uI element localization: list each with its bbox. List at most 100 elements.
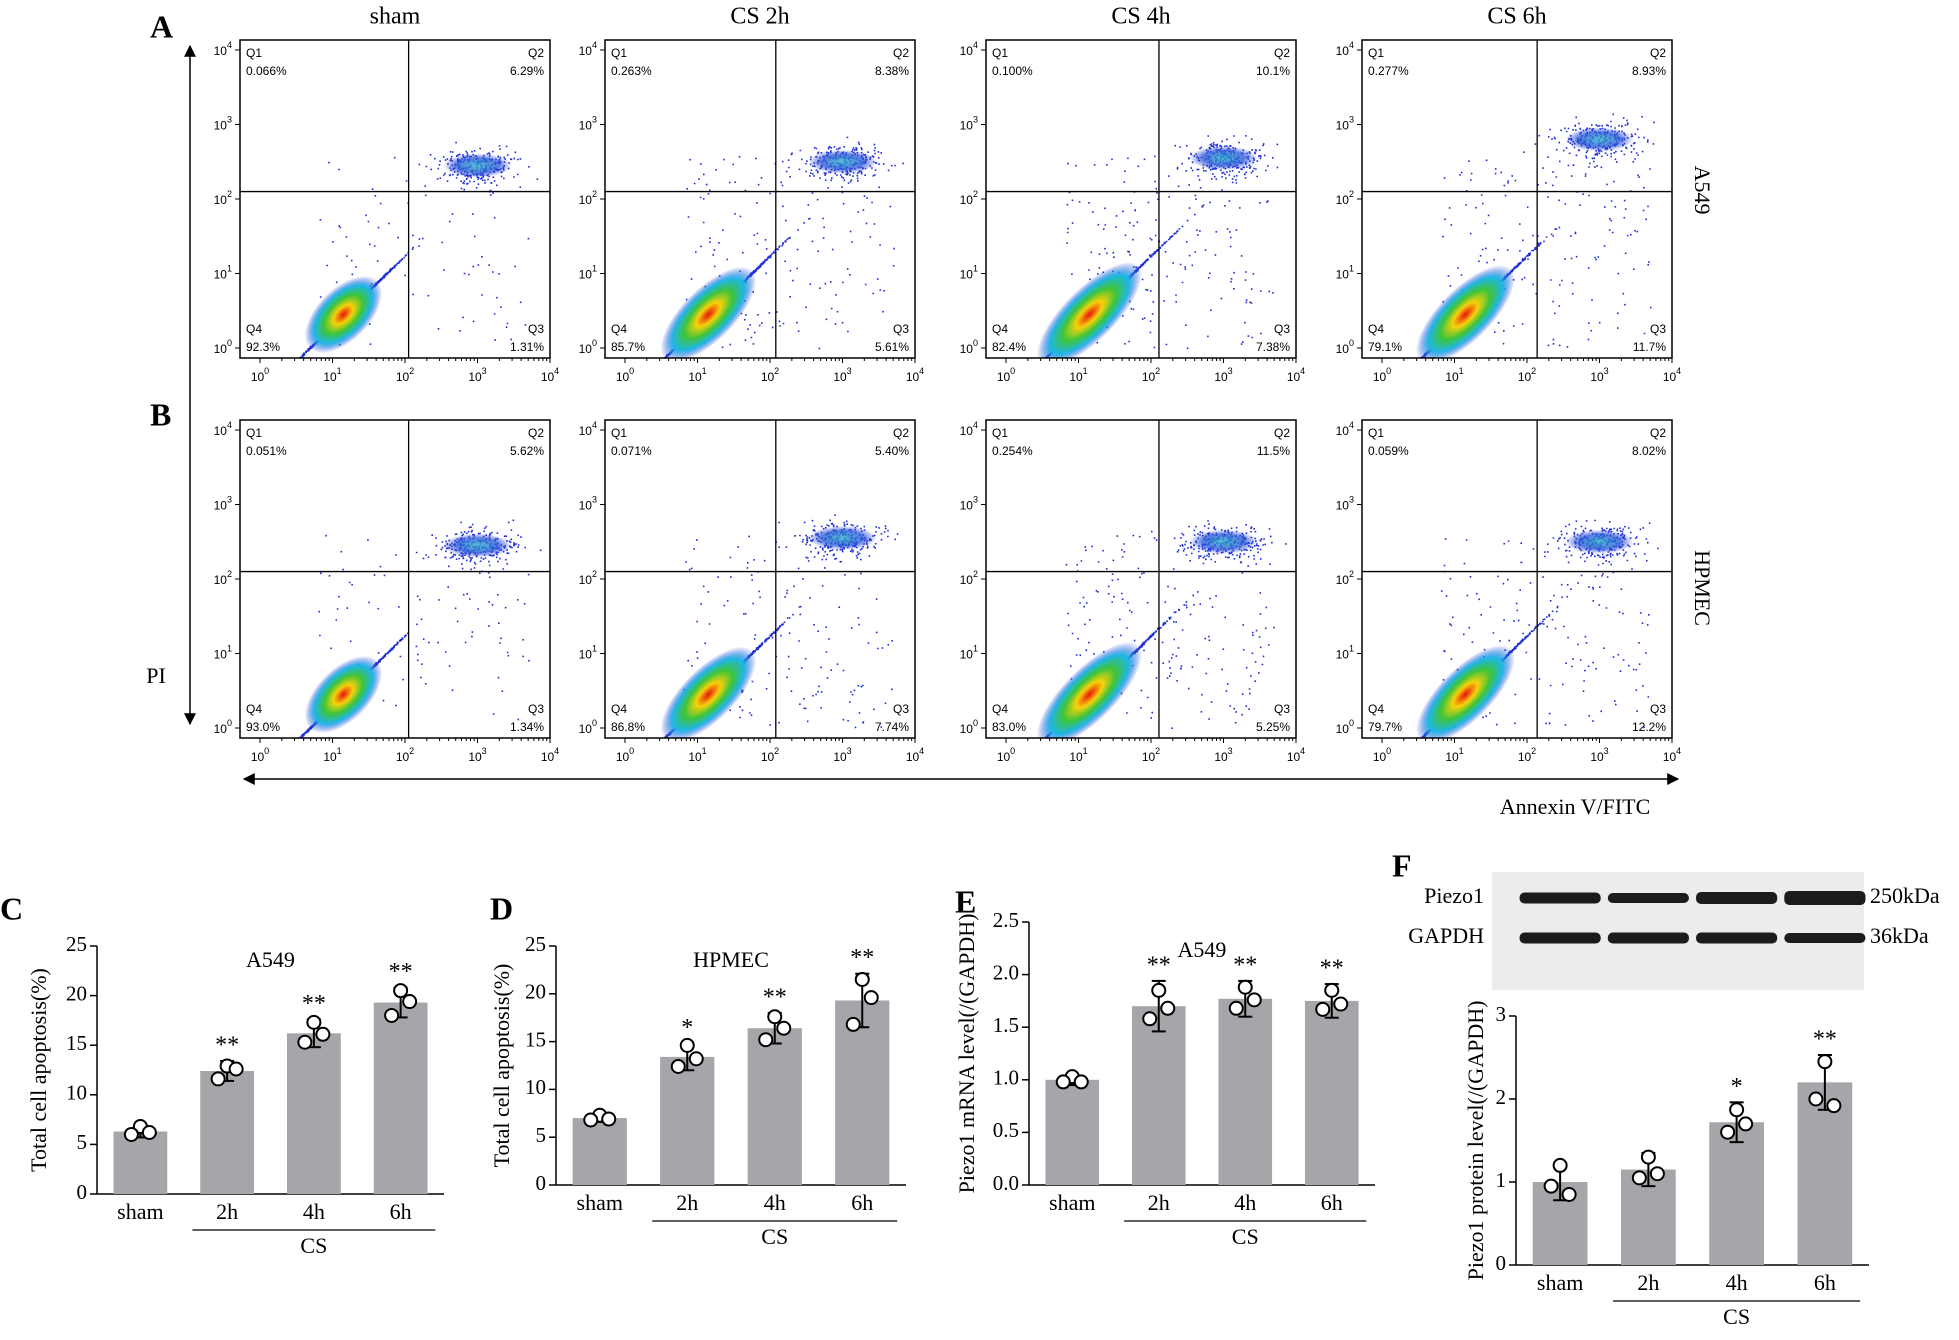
y-tick-label: 102 bbox=[579, 189, 597, 207]
tick-base: 10 bbox=[906, 750, 920, 764]
quadrant-name: Q2 bbox=[893, 46, 909, 60]
x-tick-label: 100 bbox=[251, 746, 269, 764]
tick-exponent: 1 bbox=[1083, 366, 1088, 376]
plot-frame bbox=[1361, 419, 1673, 739]
data-point bbox=[228, 1061, 244, 1077]
bar bbox=[113, 1131, 168, 1194]
y-tick-label: 102 bbox=[579, 569, 597, 587]
tick-exponent: 3 bbox=[1228, 366, 1233, 376]
density-cluster bbox=[808, 526, 877, 551]
row-label: A549 bbox=[1690, 166, 1715, 215]
y-tick-label: 0 bbox=[536, 1171, 547, 1195]
density-cluster bbox=[443, 153, 512, 178]
x-tick-label: 100 bbox=[997, 746, 1015, 764]
data-point bbox=[1808, 1091, 1824, 1107]
tick-exponent: 2 bbox=[409, 746, 414, 756]
tick-base: 10 bbox=[688, 750, 702, 764]
x-tick-label: 104 bbox=[1287, 746, 1305, 764]
tick-exponent: 4 bbox=[919, 366, 924, 376]
tick-exponent: 0 bbox=[1349, 338, 1354, 348]
data-point bbox=[1237, 979, 1253, 995]
y-tick-label: 103 bbox=[214, 115, 232, 133]
y-tick-label: 101 bbox=[960, 644, 978, 662]
tick-exponent: 2 bbox=[1349, 189, 1354, 199]
tick-base: 10 bbox=[1336, 722, 1350, 736]
blot-band bbox=[1607, 932, 1689, 944]
quadrant-value: 6.29% bbox=[510, 64, 544, 78]
y-tick-label: 100 bbox=[1336, 338, 1354, 356]
tick-base: 10 bbox=[1373, 750, 1387, 764]
x-tick-label: 102 bbox=[396, 366, 414, 384]
data-point bbox=[402, 994, 418, 1010]
x-tick-label: 4h bbox=[303, 1199, 325, 1224]
tick-exponent: 0 bbox=[1386, 746, 1391, 756]
tick-exponent: 1 bbox=[702, 366, 707, 376]
tick-exponent: 3 bbox=[973, 115, 978, 125]
tick-base: 10 bbox=[960, 193, 974, 207]
y-tick-label: 2 bbox=[1496, 1085, 1507, 1109]
data-point bbox=[210, 1071, 226, 1087]
data-point bbox=[141, 1124, 157, 1140]
tick-base: 10 bbox=[1336, 499, 1350, 513]
y-tick-label: 0.5 bbox=[993, 1118, 1019, 1142]
x-tick-label: 6h bbox=[851, 1190, 873, 1215]
x-tick-label: 104 bbox=[541, 746, 559, 764]
quadrant-value: 0.051% bbox=[246, 444, 287, 458]
quadrant-value: 79.1% bbox=[1368, 340, 1402, 354]
quadrant-name: Q1 bbox=[1368, 426, 1384, 440]
y-tick-label: 100 bbox=[1336, 718, 1354, 736]
quadrant-name: Q2 bbox=[528, 426, 544, 440]
x-tick-label: 103 bbox=[1214, 366, 1232, 384]
tick-base: 10 bbox=[1069, 370, 1083, 384]
quadrant-name: Q1 bbox=[1368, 46, 1384, 60]
x-tick-label: 102 bbox=[1518, 746, 1536, 764]
quadrant-value: 7.38% bbox=[1256, 340, 1290, 354]
y-tick-label: 100 bbox=[960, 718, 978, 736]
quadrant-name: Q2 bbox=[1650, 46, 1666, 60]
x-tick-label: sham bbox=[1049, 1190, 1095, 1215]
tick-exponent: 1 bbox=[592, 644, 597, 654]
bar bbox=[1131, 1006, 1186, 1185]
y-tick-label: 100 bbox=[579, 338, 597, 356]
panel-letter: D bbox=[490, 890, 513, 926]
tick-base: 10 bbox=[1590, 370, 1604, 384]
bar bbox=[660, 1056, 715, 1185]
quadrant-value: 0.254% bbox=[992, 444, 1033, 458]
x-tick-label: 104 bbox=[1287, 366, 1305, 384]
tick-exponent: 2 bbox=[1155, 746, 1160, 756]
x-tick-label: 103 bbox=[1590, 366, 1608, 384]
data-point bbox=[1720, 1124, 1736, 1140]
x-tick-label: 4h bbox=[1234, 1190, 1256, 1215]
tick-base: 10 bbox=[541, 370, 555, 384]
tick-exponent: 4 bbox=[1349, 420, 1354, 430]
y-tick-label: 104 bbox=[960, 420, 978, 438]
quadrant-name: Q4 bbox=[1368, 322, 1384, 336]
y-tick-label: 103 bbox=[960, 495, 978, 513]
tick-exponent: 2 bbox=[1531, 746, 1536, 756]
event-dots bbox=[1420, 113, 1655, 358]
density-core bbox=[660, 646, 757, 738]
plot-area bbox=[298, 141, 539, 358]
tick-base: 10 bbox=[1445, 370, 1459, 384]
quadrant-value: 5.40% bbox=[875, 444, 909, 458]
data-point bbox=[1543, 1178, 1559, 1194]
quadrant-name: Q1 bbox=[992, 46, 1008, 60]
y-tick-label: 15 bbox=[525, 1027, 546, 1051]
tick-base: 10 bbox=[960, 44, 974, 58]
data-point bbox=[1640, 1149, 1656, 1165]
density-core bbox=[1416, 265, 1515, 358]
y-tick-label: 2.0 bbox=[993, 960, 1019, 984]
quadrant-name: Q2 bbox=[1274, 46, 1290, 60]
tick-exponent: 3 bbox=[482, 746, 487, 756]
tick-exponent: 0 bbox=[1010, 366, 1015, 376]
bar bbox=[373, 1002, 428, 1194]
significance: ** bbox=[1320, 956, 1344, 982]
x-tick-label: 102 bbox=[1142, 366, 1160, 384]
tick-base: 10 bbox=[214, 44, 228, 58]
x-tick-label: 102 bbox=[1142, 746, 1160, 764]
x-tick-label: 100 bbox=[251, 366, 269, 384]
y-tick-label: 103 bbox=[1336, 115, 1354, 133]
column-title: sham bbox=[370, 4, 421, 30]
y-tick-label: 0 bbox=[1496, 1251, 1507, 1275]
tick-exponent: 1 bbox=[1349, 264, 1354, 274]
